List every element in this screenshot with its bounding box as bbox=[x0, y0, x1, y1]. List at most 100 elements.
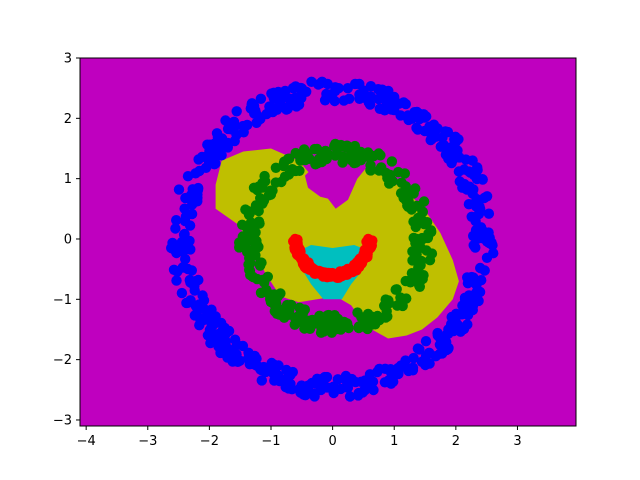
data-point bbox=[368, 384, 379, 396]
data-point bbox=[337, 157, 348, 168]
data-point bbox=[243, 259, 254, 270]
data-point bbox=[211, 128, 223, 139]
x-tick-label: 0 bbox=[328, 434, 336, 449]
data-point bbox=[412, 268, 423, 280]
data-point bbox=[349, 140, 361, 152]
data-point bbox=[471, 287, 482, 298]
data-point bbox=[372, 366, 383, 378]
data-point bbox=[400, 98, 411, 110]
data-point bbox=[255, 93, 267, 105]
data-point bbox=[184, 235, 195, 247]
data-point bbox=[323, 309, 334, 321]
data-point bbox=[320, 145, 331, 157]
data-point bbox=[220, 115, 231, 126]
data-point bbox=[254, 258, 266, 269]
data-point bbox=[320, 318, 331, 330]
data-point bbox=[300, 390, 311, 401]
data-point bbox=[255, 362, 266, 374]
data-point bbox=[420, 336, 432, 347]
data-point bbox=[459, 178, 470, 190]
data-point bbox=[357, 387, 368, 398]
data-point bbox=[446, 157, 457, 169]
data-point bbox=[184, 274, 195, 286]
data-point bbox=[287, 83, 299, 94]
x-tick-label: −2 bbox=[200, 434, 219, 449]
x-axis: −4 −3 −2 −1 0 1 2 3 bbox=[77, 426, 522, 449]
x-tick-label: 1 bbox=[390, 434, 398, 449]
data-point bbox=[180, 244, 191, 255]
data-point bbox=[411, 244, 423, 256]
data-point bbox=[375, 150, 386, 161]
data-point bbox=[410, 183, 421, 194]
y-tick-label: −2 bbox=[53, 353, 72, 368]
data-point bbox=[383, 296, 394, 307]
data-point bbox=[408, 352, 419, 364]
data-point bbox=[198, 295, 210, 306]
data-point bbox=[254, 218, 265, 229]
data-point bbox=[269, 306, 280, 317]
data-point bbox=[312, 157, 324, 169]
data-points bbox=[166, 76, 499, 402]
data-point bbox=[341, 140, 353, 152]
x-tick-label: −4 bbox=[77, 434, 96, 449]
data-point bbox=[454, 152, 465, 163]
x-tick-label: −1 bbox=[261, 434, 280, 449]
data-point bbox=[330, 150, 341, 161]
data-point bbox=[222, 352, 233, 363]
data-point bbox=[203, 156, 215, 168]
data-point bbox=[180, 192, 191, 204]
data-point bbox=[176, 287, 188, 299]
data-point bbox=[426, 226, 437, 238]
data-point bbox=[424, 347, 435, 358]
data-point bbox=[415, 260, 426, 271]
data-point bbox=[341, 376, 352, 387]
data-point bbox=[355, 154, 367, 165]
data-point bbox=[313, 79, 324, 90]
data-point bbox=[204, 324, 216, 336]
data-point bbox=[390, 284, 401, 295]
data-point bbox=[447, 312, 459, 323]
data-point bbox=[281, 364, 292, 376]
data-point bbox=[276, 176, 287, 188]
data-point bbox=[366, 319, 378, 330]
data-point bbox=[289, 319, 300, 330]
data-point bbox=[344, 391, 356, 402]
data-point bbox=[195, 314, 206, 325]
data-point bbox=[421, 245, 432, 256]
data-point bbox=[477, 174, 488, 185]
y-tick-label: −1 bbox=[53, 293, 72, 308]
data-point bbox=[324, 89, 336, 100]
data-point bbox=[405, 277, 416, 288]
data-point bbox=[467, 155, 478, 166]
data-point bbox=[440, 126, 451, 137]
data-point bbox=[412, 343, 424, 354]
data-point bbox=[172, 266, 183, 277]
data-point bbox=[458, 323, 470, 335]
data-point bbox=[450, 131, 461, 142]
data-point bbox=[190, 168, 201, 179]
data-point bbox=[179, 203, 190, 214]
data-point bbox=[171, 215, 182, 226]
data-point bbox=[262, 287, 273, 299]
data-point bbox=[477, 225, 488, 236]
plot-area bbox=[80, 58, 576, 426]
data-point bbox=[435, 141, 446, 152]
data-point bbox=[250, 227, 261, 238]
data-point bbox=[412, 277, 424, 289]
data-point bbox=[487, 240, 498, 251]
data-point bbox=[393, 166, 404, 178]
data-point bbox=[171, 275, 182, 286]
data-point bbox=[213, 341, 224, 352]
data-point bbox=[468, 272, 479, 283]
data-point bbox=[256, 375, 267, 386]
data-point bbox=[295, 82, 307, 94]
data-point bbox=[344, 93, 355, 105]
series-0 bbox=[166, 76, 499, 402]
data-point bbox=[190, 300, 202, 312]
data-point bbox=[476, 275, 487, 286]
data-point bbox=[464, 303, 475, 314]
data-point bbox=[264, 101, 275, 112]
data-point bbox=[217, 323, 229, 335]
data-point bbox=[406, 113, 418, 124]
